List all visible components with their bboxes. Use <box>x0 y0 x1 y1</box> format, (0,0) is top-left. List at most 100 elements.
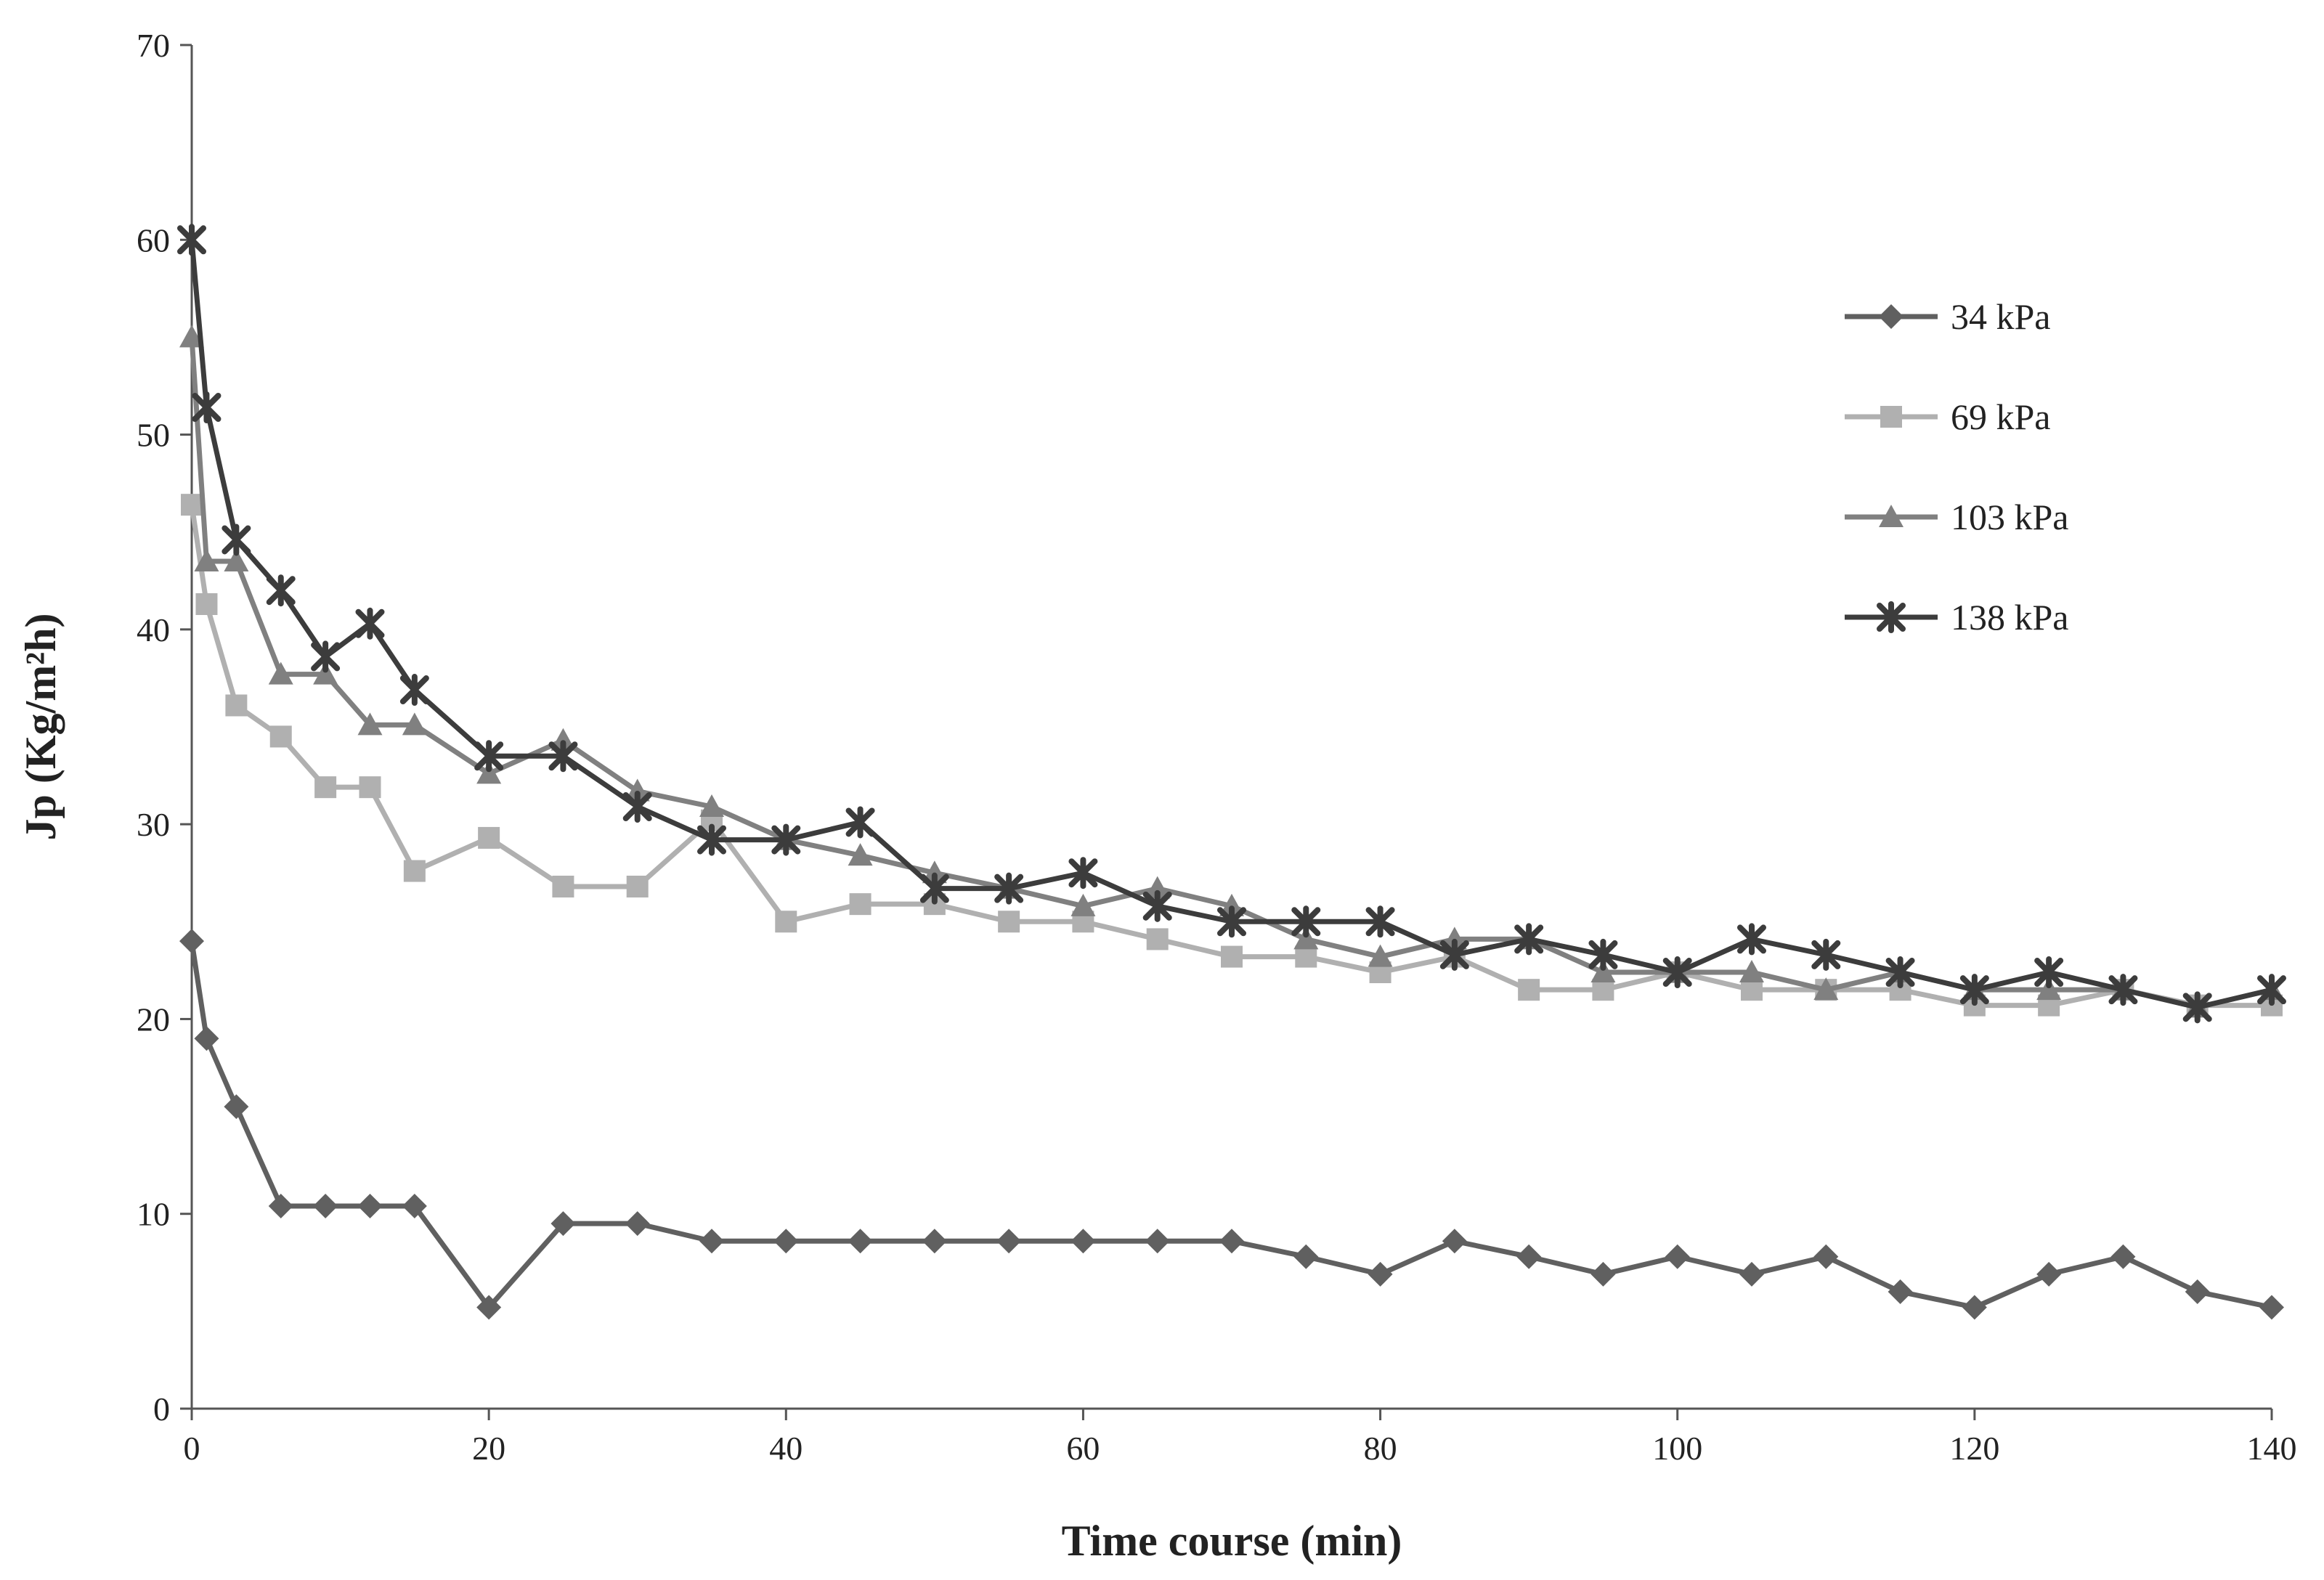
data-point <box>177 224 206 256</box>
data-point <box>1662 956 1692 989</box>
data-point <box>402 1193 427 1218</box>
data-point <box>194 548 219 571</box>
data-point <box>1293 1244 1319 1269</box>
data-point <box>994 872 1024 905</box>
data-point <box>476 761 502 784</box>
x-tick-label: 20 <box>472 1430 505 1467</box>
data-point <box>1739 960 1764 983</box>
data-point <box>697 823 726 856</box>
data-point <box>2182 991 2212 1024</box>
data-point <box>625 1211 650 1237</box>
data-point <box>269 725 292 748</box>
data-point <box>1588 938 1618 971</box>
series-34-kpa <box>179 929 2284 1320</box>
data-point <box>1145 876 1170 899</box>
data-point <box>1365 905 1395 938</box>
data-point <box>548 740 578 773</box>
data-point <box>771 823 801 856</box>
data-point <box>550 728 576 751</box>
legend-marker <box>1879 505 1904 527</box>
y-tick-label: 40 <box>137 611 170 648</box>
data-point <box>1592 979 1614 1001</box>
legend: 34 kPa 69 kPa 103 kPa 138 kPa <box>1845 296 2069 638</box>
data-point <box>2257 974 2286 1006</box>
data-point <box>399 674 429 706</box>
data-point <box>2034 956 2064 989</box>
data-point <box>1959 974 1989 1006</box>
data-point <box>1590 960 1616 983</box>
data-point <box>2036 1261 2062 1287</box>
data-point <box>402 712 427 736</box>
data-point <box>625 778 650 802</box>
legend-label: 69 kPa <box>1951 396 2051 437</box>
data-point <box>1741 979 1763 1001</box>
series-line <box>189 337 2272 1010</box>
data-point <box>357 1193 383 1218</box>
data-point <box>222 524 251 556</box>
data-point <box>2036 977 2062 1001</box>
x-tick-label: 120 <box>1949 1430 1999 1467</box>
data-point <box>848 1229 873 1254</box>
data-point <box>313 1193 338 1218</box>
data-point <box>1811 938 1841 971</box>
data-point <box>626 875 649 897</box>
data-point <box>1737 923 1766 956</box>
legend-item: 138 kPa <box>1845 597 2069 638</box>
data-point <box>1962 1295 1987 1320</box>
data-point <box>1291 905 1321 938</box>
data-point <box>476 1295 502 1320</box>
legend-label: 34 kPa <box>1951 296 2051 337</box>
data-point <box>1885 956 1915 989</box>
data-point <box>311 640 341 673</box>
data-point <box>2108 974 2138 1006</box>
data-point <box>1070 893 1096 916</box>
data-point <box>845 806 875 839</box>
data-point <box>2110 1244 2136 1269</box>
data-point <box>192 391 222 424</box>
y-tick-label: 60 <box>137 221 170 258</box>
data-point <box>919 872 949 905</box>
data-point <box>403 860 426 882</box>
data-point <box>922 1229 947 1254</box>
data-point <box>313 661 338 685</box>
data-point <box>1739 1261 1764 1287</box>
legend-label: 103 kPa <box>1951 497 2069 537</box>
data-point <box>1442 927 1467 950</box>
data-point <box>699 794 724 817</box>
data-point <box>1070 1229 1096 1254</box>
data-point <box>1219 1229 1244 1254</box>
data-point <box>1665 1244 1690 1269</box>
y-axis-title: Jp (Kg/m²h) <box>17 613 65 840</box>
legend-item: 34 kPa <box>1845 296 2051 337</box>
data-point <box>314 776 337 799</box>
data-point <box>268 1193 293 1218</box>
data-point <box>848 843 873 866</box>
legend-marker <box>1877 601 1906 633</box>
data-point <box>194 1026 219 1051</box>
data-point <box>922 860 947 884</box>
x-axis-title: Time course (min) <box>1062 1517 1402 1565</box>
data-point <box>179 929 204 954</box>
data-point <box>1219 893 1244 916</box>
data-point <box>179 325 204 348</box>
data-point <box>1439 938 1469 971</box>
y-tick-label: 0 <box>153 1390 170 1428</box>
x-tick-label: 100 <box>1652 1430 1702 1467</box>
data-point <box>1442 1229 1467 1254</box>
data-point <box>1145 1229 1170 1254</box>
x-tick-label: 60 <box>1066 1430 1100 1467</box>
y-tick-label: 20 <box>137 1001 170 1038</box>
y-tick-label: 30 <box>137 806 170 843</box>
data-point <box>1217 905 1246 938</box>
data-point <box>552 875 574 897</box>
data-point <box>1514 923 1544 956</box>
data-point <box>195 592 218 615</box>
data-point <box>357 712 383 736</box>
data-point <box>622 791 652 823</box>
axes: 0 10 20 30 40 50 60 70 0 20 40 60 80 100 120 140 <box>137 27 2297 1467</box>
data-point <box>1221 945 1243 968</box>
data-point <box>1068 857 1098 889</box>
data-point <box>1142 889 1172 922</box>
data-point <box>1146 928 1169 950</box>
